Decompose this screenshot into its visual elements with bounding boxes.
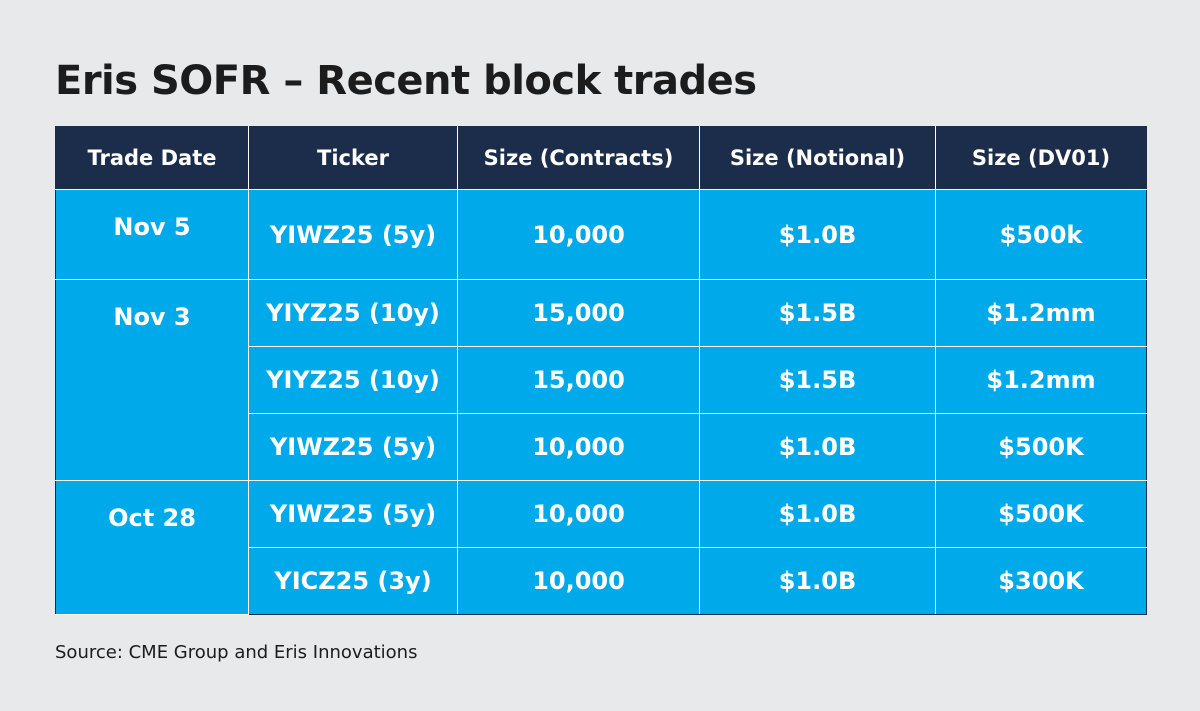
dv01-cell: $500K — [935, 413, 1147, 481]
contracts-cell: 10,000 — [457, 189, 700, 280]
contracts-cell: 15,000 — [457, 346, 700, 414]
notional-cell: $1.0B — [699, 189, 936, 280]
column-header-ticker: Ticker — [248, 126, 458, 190]
column-header-size-dv01: Size (DV01) — [935, 126, 1147, 190]
notional-cell: $1.5B — [699, 279, 936, 347]
dv01-cell: $1.2mm — [935, 279, 1147, 347]
dv01-cell: $300K — [935, 547, 1147, 615]
contracts-cell: 15,000 — [457, 279, 700, 347]
contracts-cell: 10,000 — [457, 413, 700, 481]
column-header-size-notional: Size (Notional) — [699, 126, 936, 190]
notional-cell: $1.5B — [699, 346, 936, 414]
header-row: Trade Date Ticker Size (Contracts) Size … — [55, 126, 1147, 190]
trade-date-cell: Nov 3 — [55, 279, 249, 481]
ticker-cell: YIWZ25 (5y) — [248, 413, 458, 481]
ticker-cell: YIWZ25 (5y) — [248, 480, 458, 548]
column-header-trade-date: Trade Date — [55, 126, 249, 190]
table-row: Nov 3 YIYZ25 (10y) 15,000 $1.5B $1.2mm — [55, 279, 1147, 481]
table-row: YIYZ25 (10y) 15,000 $1.5B $1.2mm — [56, 346, 1147, 414]
table-row: Nov 5 YIWZ25 (5y) 10,000 $1.0B $500k — [55, 189, 1147, 280]
source-note: Source: CME Group and Eris Innovations — [55, 642, 418, 663]
notional-cell: $1.0B — [699, 413, 936, 481]
contracts-cell: 10,000 — [457, 547, 700, 615]
ticker-cell: YIYZ25 (10y) — [248, 346, 458, 414]
table-row: Oct 28 YIWZ25 (5y) 10,000 $1.0B $500K — [55, 480, 1147, 615]
table-row: YIWZ25 (5y) 10,000 $1.0B $500K — [56, 413, 1147, 481]
ticker-cell: YIYZ25 (10y) — [248, 279, 458, 347]
table-row: YICZ25 (3y) 10,000 $1.0B $300K — [56, 547, 1147, 615]
dv01-cell: $500k — [935, 189, 1147, 280]
contracts-cell: 10,000 — [457, 480, 700, 548]
ticker-cell: YIWZ25 (5y) — [248, 189, 458, 280]
trade-date-cell: Oct 28 — [55, 480, 249, 615]
column-header-size-contracts: Size (Contracts) — [457, 126, 700, 190]
chart-title: Eris SOFR – Recent block trades — [55, 58, 757, 104]
dv01-cell: $1.2mm — [935, 346, 1147, 414]
notional-cell: $1.0B — [699, 547, 936, 615]
trade-date-cell: Nov 5 — [55, 189, 249, 280]
block-trades-table: Trade Date Ticker Size (Contracts) Size … — [55, 126, 1147, 615]
notional-cell: $1.0B — [699, 480, 936, 548]
dv01-cell: $500K — [935, 480, 1147, 548]
ticker-cell: YICZ25 (3y) — [248, 547, 458, 615]
